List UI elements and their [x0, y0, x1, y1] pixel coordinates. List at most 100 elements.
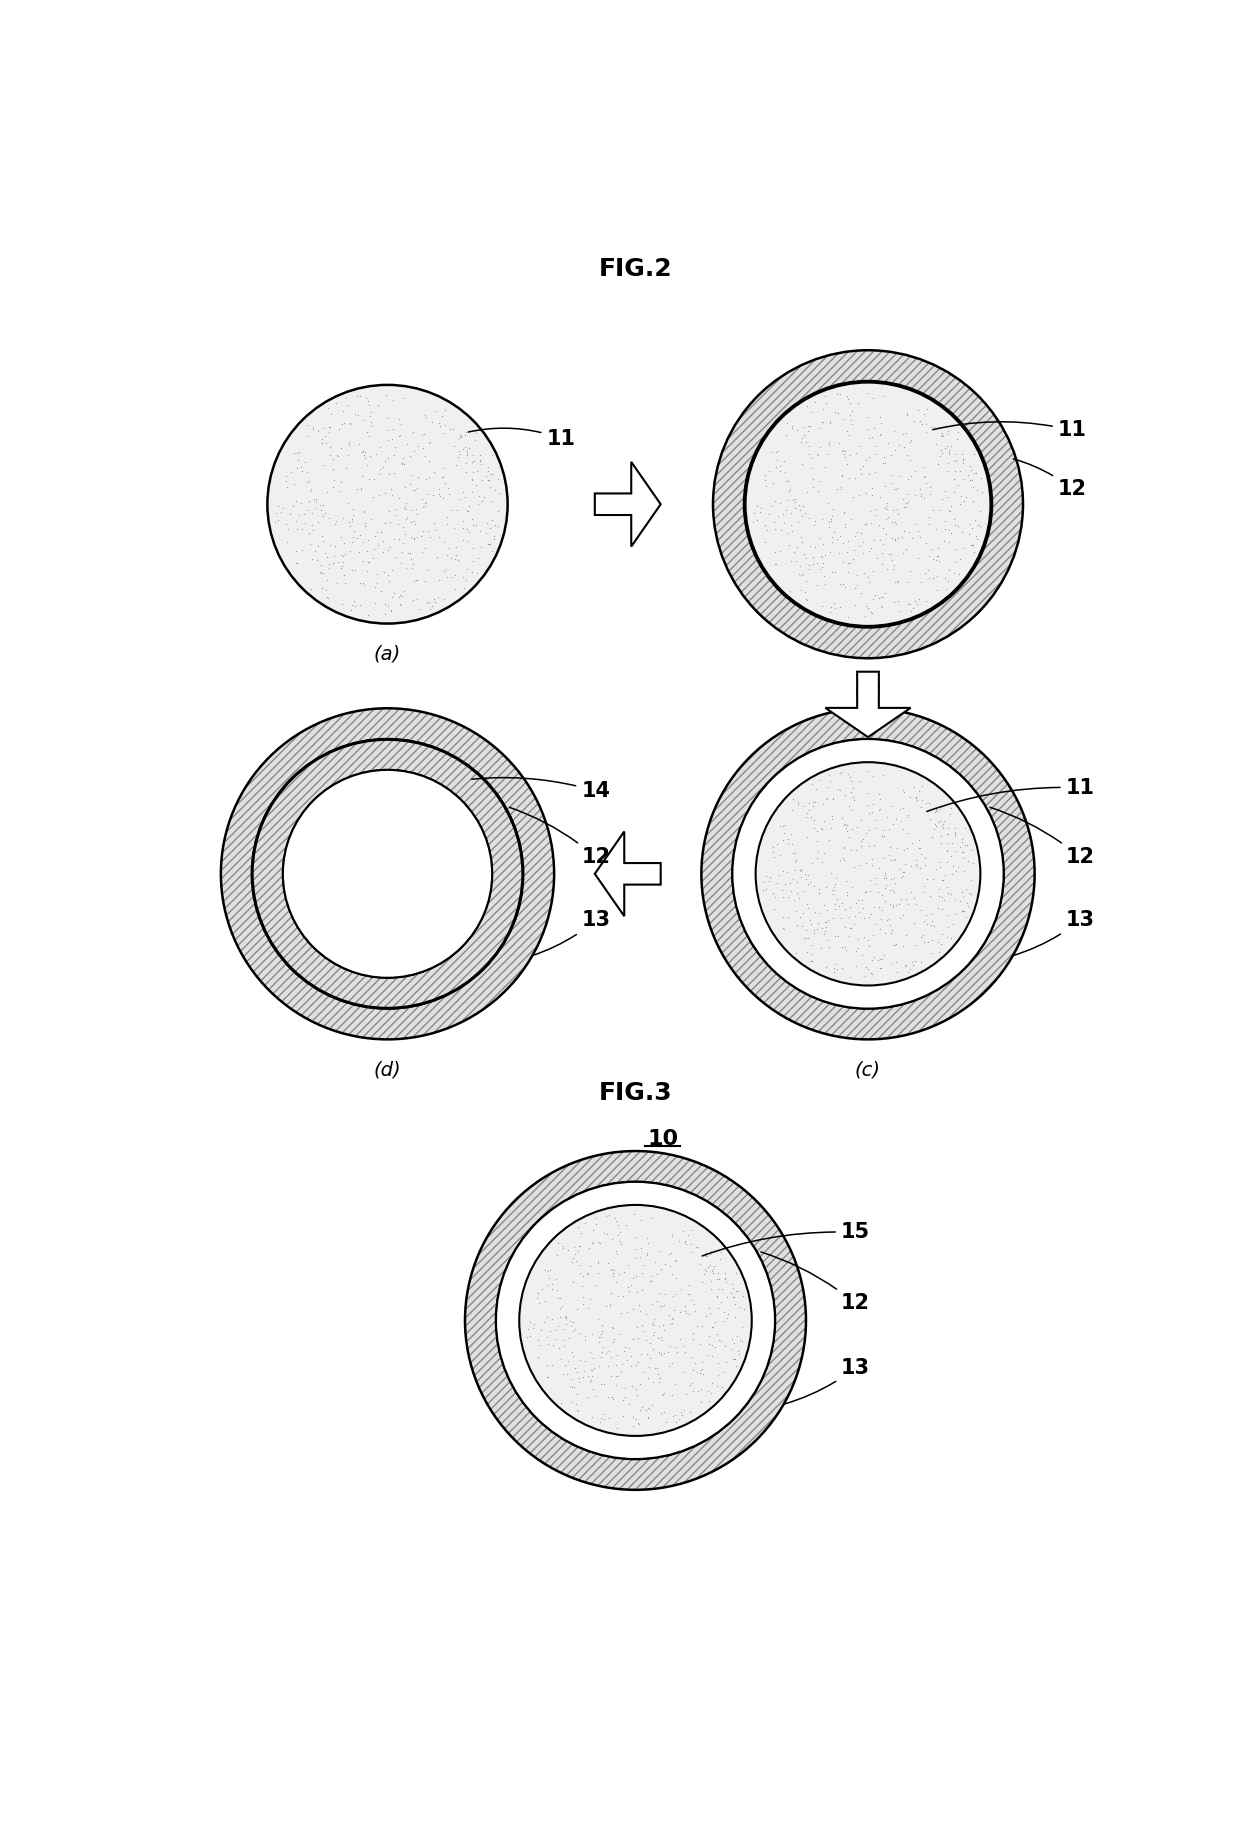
Point [636, 1324, 656, 1354]
Point [941, 432, 961, 462]
Point [666, 1400, 686, 1430]
Point [708, 1361, 728, 1391]
Point [893, 857, 913, 887]
Point [608, 1239, 627, 1269]
Point [651, 1236, 671, 1265]
Point [715, 1258, 735, 1287]
Point [931, 929, 951, 959]
Point [918, 556, 937, 585]
Point [820, 508, 839, 537]
Point [889, 462, 909, 491]
Point [842, 410, 862, 440]
Point [315, 421, 335, 451]
Point [277, 460, 296, 489]
Point [662, 1260, 682, 1289]
Point [567, 1358, 587, 1387]
Point [272, 497, 291, 526]
Point [746, 491, 766, 521]
Point [340, 512, 360, 541]
Point [786, 547, 806, 576]
Point [893, 419, 913, 449]
Point [852, 831, 872, 861]
Point [565, 1239, 585, 1269]
Point [821, 506, 841, 536]
Point [863, 584, 883, 613]
Point [946, 510, 966, 539]
Point [801, 397, 821, 427]
Point [835, 440, 854, 469]
Point [599, 1201, 619, 1230]
Point [951, 877, 971, 907]
Point [299, 486, 319, 515]
Point [811, 933, 831, 962]
Point [269, 506, 289, 536]
Point [277, 526, 296, 556]
Point [708, 1274, 728, 1304]
Point [815, 569, 835, 598]
Point [880, 833, 900, 863]
Point [874, 940, 894, 970]
Point [885, 929, 905, 959]
Point [553, 1234, 573, 1263]
Point [644, 1317, 663, 1346]
Point [856, 478, 875, 508]
Point [856, 508, 875, 537]
Point [910, 406, 930, 436]
Point [459, 491, 479, 521]
Point [340, 506, 360, 536]
Point [699, 1293, 719, 1322]
Point [918, 864, 937, 894]
Point [875, 578, 895, 608]
Point [914, 927, 934, 957]
Point [382, 475, 402, 504]
Point [804, 792, 823, 822]
Point [419, 447, 439, 477]
Point [959, 519, 978, 549]
Point [557, 1310, 577, 1339]
Point [563, 1317, 583, 1346]
Point [334, 560, 353, 589]
Point [777, 901, 797, 931]
Point [440, 414, 460, 443]
Point [901, 523, 921, 552]
Point [373, 453, 393, 482]
Point [367, 517, 387, 547]
Point [670, 1226, 689, 1256]
Point [935, 563, 955, 593]
Point [812, 912, 832, 942]
Point [450, 440, 470, 469]
Point [445, 541, 465, 571]
Point [835, 833, 854, 863]
Point [320, 432, 340, 462]
Point [301, 475, 321, 504]
Point [407, 565, 427, 595]
Point [952, 517, 972, 547]
Point [386, 501, 405, 530]
Point [869, 584, 889, 613]
Point [931, 434, 951, 464]
Point [381, 595, 401, 624]
Point [765, 537, 785, 567]
Point [332, 541, 352, 571]
Point [835, 499, 854, 528]
Point [889, 523, 909, 552]
Point [952, 837, 972, 866]
Point [908, 395, 928, 425]
Point [854, 558, 874, 587]
Point [794, 791, 813, 820]
Point [877, 554, 897, 584]
Point [926, 545, 946, 574]
Point [932, 894, 952, 924]
Point [316, 429, 336, 458]
Point [921, 925, 941, 955]
Point [321, 412, 341, 441]
Point [391, 591, 410, 621]
Point [546, 1324, 565, 1354]
Point [864, 829, 884, 859]
Point [618, 1273, 637, 1302]
Point [883, 460, 903, 489]
Point [378, 591, 398, 621]
Point [808, 441, 828, 471]
Point [624, 1263, 644, 1293]
Point [777, 519, 797, 549]
